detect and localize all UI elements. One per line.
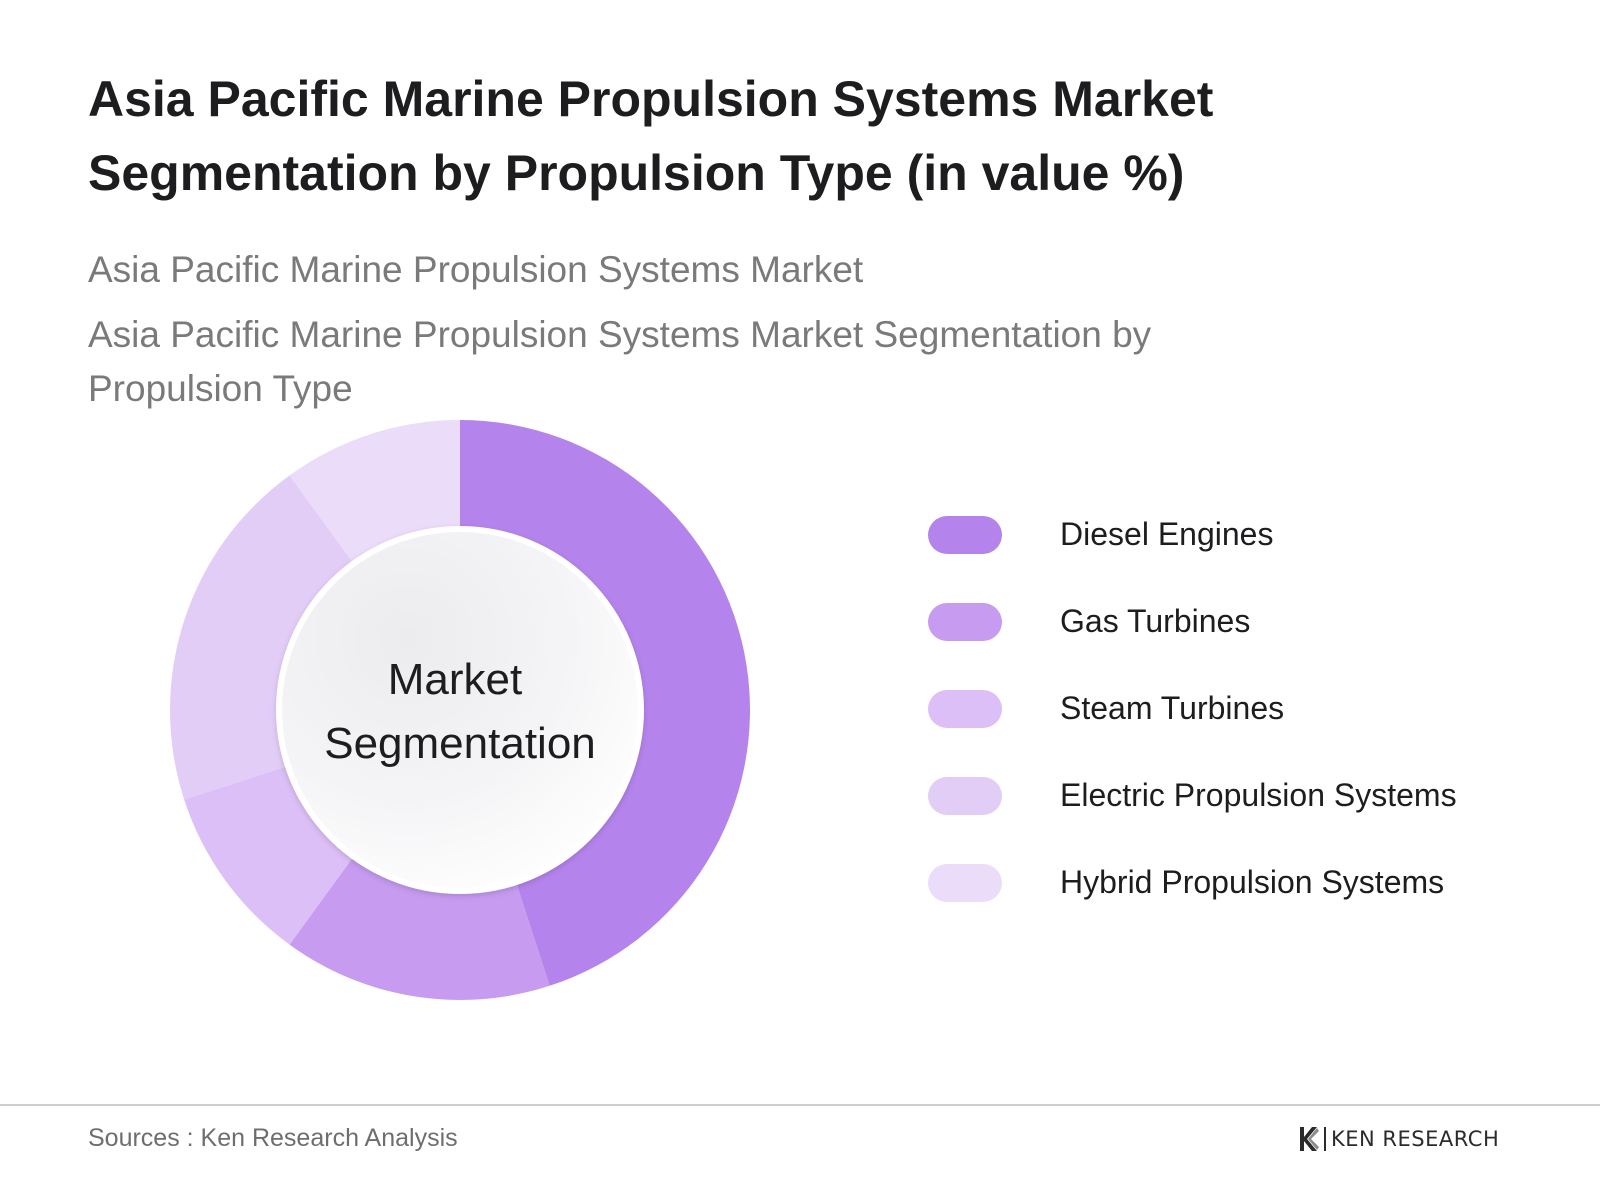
legend-item-hybrid-propulsion-systems: Hybrid Propulsion Systems (928, 848, 1568, 935)
legend-item-electric-propulsion-systems: Electric Propulsion Systems (928, 761, 1568, 848)
ken-research-logo-icon (1300, 1127, 1319, 1151)
legend-label: Steam Turbines (1060, 690, 1285, 726)
chart-title: Asia Pacific Marine Propulsion Systems M… (88, 71, 1214, 201)
brand-separator (1324, 1127, 1326, 1151)
legend-label: Hybrid Propulsion Systems (1060, 864, 1445, 900)
brand-logo: KEN RESEARCH (1298, 1124, 1499, 1154)
legend-label: Electric Propulsion Systems (1060, 777, 1457, 813)
legend-item-steam-turbines: Steam Turbines (928, 674, 1568, 761)
legend-swatch (928, 864, 1002, 902)
footer-divider (0, 1104, 1600, 1106)
chart-description: Asia Pacific Marine Propulsion Systems M… (88, 314, 1152, 409)
center-label-line-2: Segmentation (324, 719, 596, 768)
chart-legend: Diesel Engines Gas Turbines Steam Turbin… (928, 500, 1568, 935)
brand-name: KEN RESEARCH (1331, 1127, 1500, 1151)
legend-swatch (928, 690, 1002, 728)
chart-subtitle: Asia Pacific Marine Propulsion Systems M… (88, 249, 864, 290)
donut-chart: Market Segmentation (150, 420, 790, 1040)
source-note: Sources : Ken Research Analysis (88, 1124, 458, 1152)
center-label-line-1: Market (388, 655, 522, 704)
legend-label: Diesel Engines (1060, 516, 1274, 552)
legend-item-diesel-engines: Diesel Engines (928, 500, 1568, 587)
legend-label: Gas Turbines (1060, 603, 1251, 639)
legend-swatch (928, 777, 1002, 815)
legend-item-gas-turbines: Gas Turbines (928, 587, 1568, 674)
legend-swatch (928, 516, 1002, 554)
donut-center (282, 532, 638, 888)
donut-chart-svg: Market Segmentation (170, 420, 750, 1000)
legend-swatch (928, 603, 1002, 641)
